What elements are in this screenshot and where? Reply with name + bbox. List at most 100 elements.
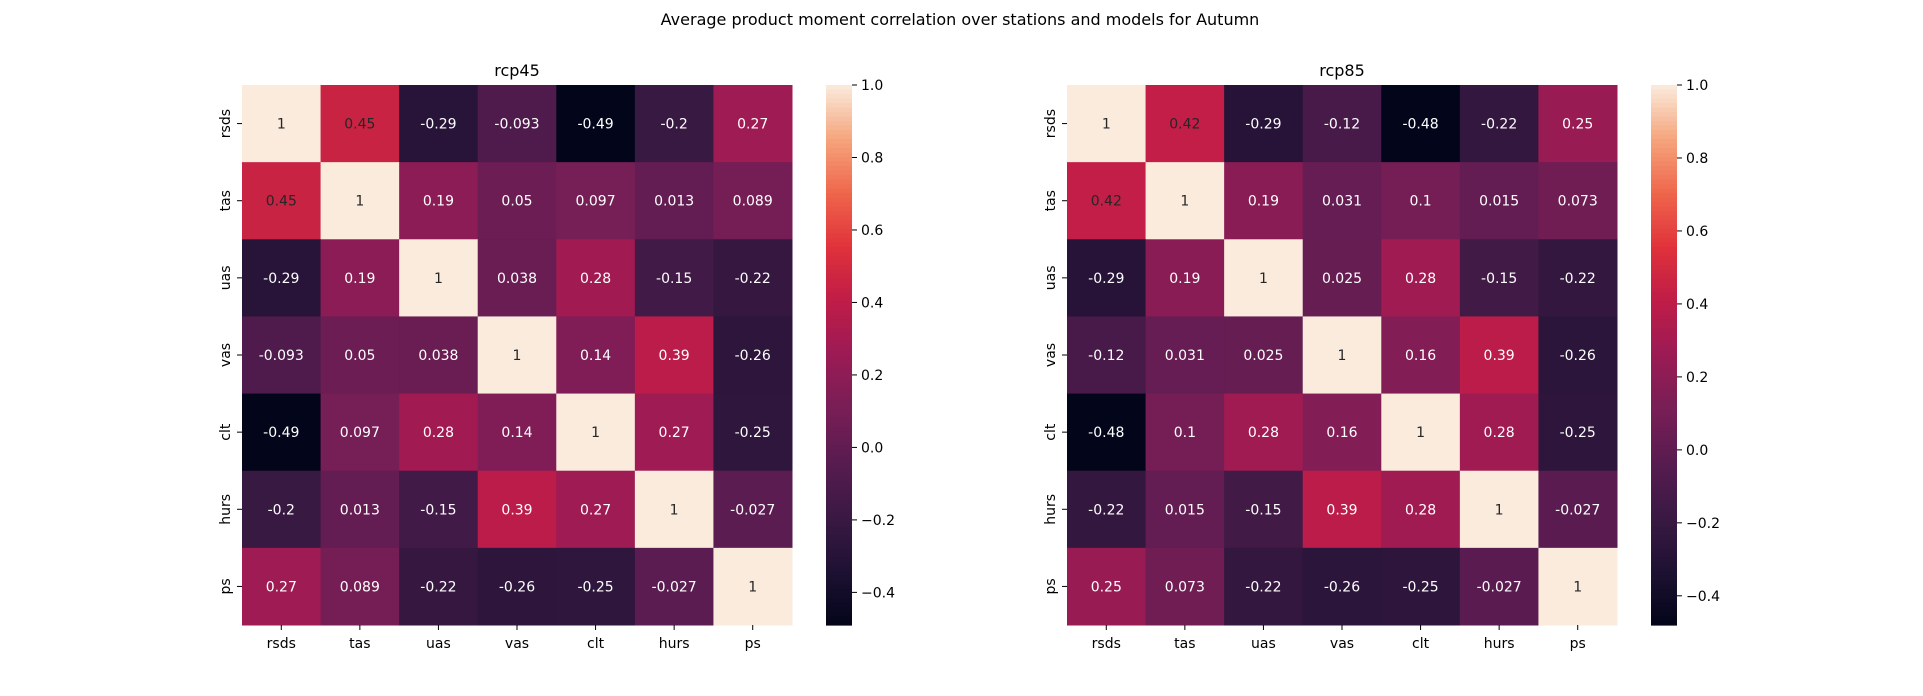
colorbar-tick-label: 0.6 — [1686, 224, 1708, 240]
colorbar-segment — [1651, 395, 1677, 401]
colorbar-segment — [826, 107, 852, 113]
colorbar-segment — [1651, 467, 1677, 473]
x-tick-label: hurs — [1484, 636, 1515, 652]
colorbar-segment — [1651, 620, 1677, 626]
colorbar-segment — [826, 251, 852, 257]
colorbar-segment — [1651, 368, 1677, 374]
cell-value-label: 0.19 — [1169, 271, 1200, 287]
colorbar-segment — [1651, 449, 1677, 455]
colorbar-segment — [826, 481, 852, 487]
colorbar-segment — [1651, 143, 1677, 149]
cell-value-label: -0.48 — [1088, 425, 1124, 441]
colorbar-segment — [826, 616, 852, 622]
x-tick-label: ps — [745, 636, 761, 652]
heatmap-cell — [320, 547, 400, 626]
cell-value-label: -0.29 — [1245, 117, 1281, 133]
colorbar-segment — [826, 418, 852, 424]
heatmap-cell — [1381, 547, 1461, 626]
heatmap-cell — [1224, 316, 1304, 395]
colorbar-segment — [826, 89, 852, 95]
heatmap-cell — [1067, 393, 1147, 472]
colorbar-segment — [826, 571, 852, 577]
colorbar-segment — [826, 593, 852, 599]
colorbar-segment — [826, 301, 852, 307]
colorbar-segment — [1651, 530, 1677, 536]
cell-value-label: 0.45 — [344, 117, 375, 133]
colorbar-segment — [826, 292, 852, 298]
colorbar-segment — [1651, 598, 1677, 604]
cell-value-label: -0.48 — [1402, 117, 1438, 133]
colorbar-segment — [1651, 94, 1677, 100]
heatmap-cell — [1302, 393, 1382, 472]
cell-value-label: 1 — [1495, 502, 1504, 518]
colorbar-segment — [1651, 134, 1677, 140]
heatmap-cell — [1224, 470, 1304, 549]
heatmap-cell — [1302, 470, 1382, 549]
cell-value-label: -0.22 — [735, 271, 771, 287]
colorbar-segment — [1651, 278, 1677, 284]
heatmap-cell — [399, 316, 479, 395]
cell-value-label: -0.12 — [1324, 117, 1360, 133]
colorbar-segment — [826, 346, 852, 352]
heatmap-cell — [477, 316, 557, 395]
heatmap-cell — [1145, 85, 1225, 163]
colorbar-segment — [1651, 148, 1677, 154]
heatmap-panel-rcp85: rcp85 1 0.42 -0.29 -0.12 -0.48 -0.22 0.25 0.42 1 0… — [1043, 61, 1720, 652]
cell-value-label: 0.013 — [340, 502, 380, 518]
heatmap-cell — [1145, 547, 1225, 626]
heatmap-cell — [556, 547, 636, 626]
cell-value-label: 0.27 — [737, 117, 768, 133]
heatmap-cell — [1302, 239, 1382, 317]
heatmap-cell — [1381, 85, 1461, 163]
colorbar-segment — [1651, 107, 1677, 113]
colorbar-segment — [1651, 269, 1677, 275]
colorbar-segment — [826, 179, 852, 185]
colorbar-tick-label: −0.2 — [1686, 516, 1720, 532]
colorbar-segment — [1651, 125, 1677, 131]
colorbar-segment — [826, 566, 852, 572]
colorbar-segment — [826, 490, 852, 496]
heatmap-cell — [1145, 393, 1225, 472]
cell-value-label: 0.015 — [1165, 502, 1205, 518]
x-tick-label: clt — [1412, 636, 1430, 652]
colorbar-segment — [826, 197, 852, 203]
colorbar-segment — [1651, 179, 1677, 185]
colorbar-segment — [826, 557, 852, 563]
colorbar-segment — [1651, 593, 1677, 599]
colorbar-segment — [1651, 575, 1677, 581]
cell-value-label: -0.49 — [577, 117, 613, 133]
colorbar-segment — [1651, 283, 1677, 289]
heatmap-cell — [713, 547, 793, 626]
colorbar-segment — [1651, 602, 1677, 608]
x-tick-label: tas — [349, 636, 370, 652]
colorbar-segment — [826, 94, 852, 100]
colorbar-segment — [1651, 508, 1677, 514]
cell-value-label: 0.28 — [1405, 271, 1436, 287]
cell-value-label: 0.25 — [1562, 117, 1593, 133]
colorbar-segment — [1651, 211, 1677, 217]
colorbar-segment — [1651, 346, 1677, 352]
heatmap-cell — [1381, 162, 1461, 240]
cell-value-label: -0.49 — [263, 425, 299, 441]
colorbar-segment — [826, 413, 852, 419]
heatmap-cell — [1302, 547, 1382, 626]
heatmap-cell — [1224, 547, 1304, 626]
heatmap-cell — [320, 470, 400, 549]
colorbar-segment — [1651, 409, 1677, 415]
colorbar-segment — [826, 386, 852, 392]
colorbar-segment — [1651, 400, 1677, 406]
heatmap-cell — [320, 393, 400, 472]
colorbar-segment — [826, 562, 852, 568]
heatmap-cell — [1067, 239, 1147, 317]
cell-value-label: 0.16 — [1405, 348, 1436, 364]
colorbar-segment — [1651, 89, 1677, 95]
colorbar-segment — [826, 184, 852, 190]
colorbar-segment — [826, 229, 852, 235]
cell-value-label: 0.1 — [1409, 194, 1431, 210]
heatmap-cell — [1302, 316, 1382, 395]
colorbar-segment — [826, 517, 852, 523]
colorbar-segment — [826, 193, 852, 199]
heatmap-cell — [477, 162, 557, 240]
colorbar-segment — [826, 521, 852, 527]
